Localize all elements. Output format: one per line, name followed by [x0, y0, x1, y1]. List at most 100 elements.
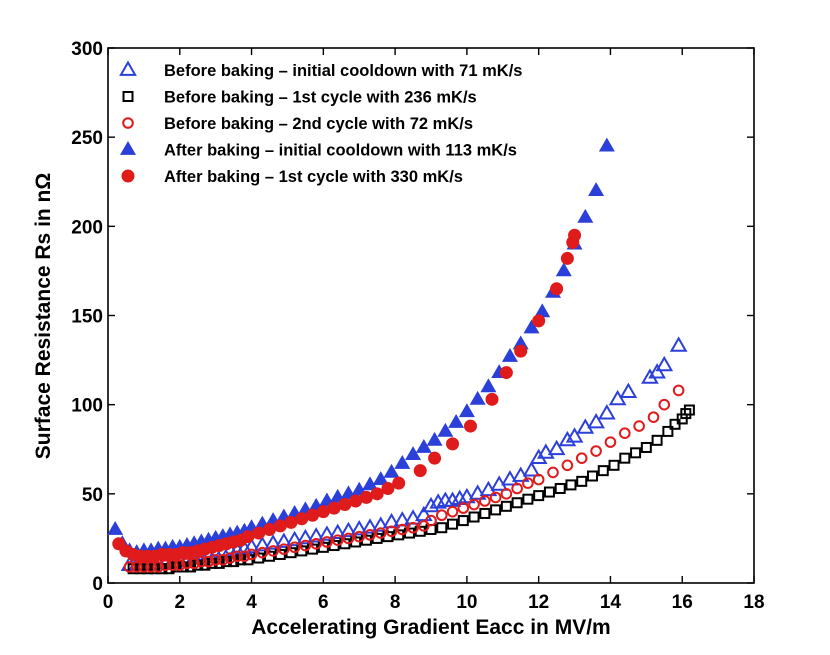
y-tick-label: 50 [82, 485, 103, 506]
data-point [306, 508, 320, 522]
data-point [256, 546, 269, 559]
data-point [426, 431, 443, 446]
data-point [428, 451, 442, 465]
data-point [565, 479, 577, 491]
data-point [608, 459, 620, 471]
data-point [241, 530, 255, 544]
data-point [598, 404, 616, 420]
data-point [555, 262, 572, 277]
data-point [288, 541, 301, 554]
data-point [361, 518, 379, 534]
data-point [550, 282, 564, 296]
data-point [523, 319, 540, 334]
data-point [138, 561, 150, 573]
data-point [296, 528, 315, 545]
data-point [598, 137, 615, 152]
data-point [655, 355, 674, 372]
data-point [532, 314, 546, 328]
data-point [463, 419, 477, 433]
data-point [514, 344, 528, 358]
data-point [446, 505, 459, 518]
data-point [392, 476, 406, 490]
y-tick-label: 150 [71, 307, 103, 328]
data-point [414, 505, 433, 522]
data-point [619, 452, 631, 464]
data-point [647, 411, 660, 423]
data-point [372, 471, 389, 485]
data-point [500, 500, 512, 512]
data-point [543, 486, 555, 498]
axis-ticks: 0 2 4 6 8 10 12 14 16 18 0 50 100 150 200 250 300 [71, 39, 764, 613]
data-point [339, 521, 358, 538]
data-point [295, 512, 309, 526]
data-point [238, 550, 251, 563]
data-point [587, 470, 598, 482]
y-tick-label: 200 [71, 217, 103, 238]
data-point [662, 425, 674, 437]
data-point [209, 554, 222, 566]
data-point [511, 482, 523, 495]
data-point [485, 392, 499, 406]
data-point [457, 515, 469, 527]
data-point [331, 534, 344, 547]
data-point [468, 484, 487, 500]
data-point [422, 496, 440, 513]
data-point [457, 502, 470, 514]
x-tick-label: 14 [600, 592, 622, 613]
data-point [480, 378, 497, 393]
data-point [396, 523, 409, 536]
data-point [533, 490, 545, 502]
data-point [285, 530, 304, 547]
data-point [633, 420, 645, 432]
data-point [338, 498, 352, 512]
data-point [418, 520, 430, 532]
data-point [630, 447, 642, 459]
data-point [202, 555, 215, 568]
data-point [245, 548, 258, 561]
x-tick-label: 8 [390, 592, 401, 613]
data-point [371, 516, 390, 532]
data-point [577, 208, 594, 223]
data-point [458, 403, 475, 418]
data-point [145, 561, 157, 573]
data-point [468, 511, 480, 523]
data-point [213, 557, 225, 569]
legend-entry: Before baking – 1st cycle with 236 mK/s [164, 89, 477, 107]
data-point [181, 557, 193, 570]
data-point [425, 514, 437, 527]
x-tick-label: 6 [318, 592, 329, 613]
data-point [173, 559, 186, 571]
data-point [565, 427, 584, 443]
data-point [407, 521, 419, 534]
data-point [299, 539, 312, 552]
data-point [558, 430, 577, 447]
data-point [284, 515, 298, 529]
y-axis-title: Surface Resistance Rs in nΩ [32, 173, 55, 459]
y-tick-label: 0 [92, 574, 103, 595]
data-point [195, 555, 208, 568]
data-point [522, 493, 534, 505]
data-point [437, 422, 454, 437]
data-point [588, 182, 605, 197]
data-point [415, 438, 432, 453]
data-point [327, 501, 341, 515]
data-point [252, 526, 266, 540]
data-point [350, 519, 369, 536]
y-tick-label: 300 [71, 39, 103, 60]
data-point [479, 507, 491, 519]
x-tick-label: 12 [528, 592, 549, 613]
data-point [501, 470, 519, 486]
data-point [159, 559, 172, 571]
data-point [385, 525, 398, 538]
data-point [275, 532, 293, 548]
data-point [364, 529, 376, 541]
data-point [547, 466, 559, 479]
data-point [575, 452, 588, 464]
data-point [479, 495, 491, 507]
data-point [489, 491, 502, 504]
data-point [278, 543, 290, 555]
data-point [683, 404, 695, 416]
data-point [501, 348, 518, 362]
